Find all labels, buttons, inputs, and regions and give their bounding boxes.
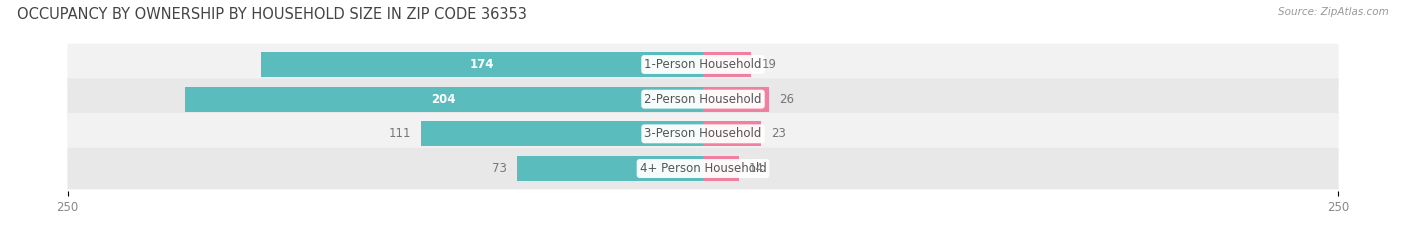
Bar [703, 156, 738, 181]
Text: 19: 19 [762, 58, 776, 71]
FancyBboxPatch shape [67, 44, 1339, 85]
Text: 204: 204 [432, 93, 456, 106]
Bar [420, 121, 703, 146]
Bar [517, 156, 703, 181]
Text: 1-Person Household: 1-Person Household [644, 58, 762, 71]
FancyBboxPatch shape [67, 113, 1339, 154]
FancyBboxPatch shape [67, 148, 1339, 189]
Text: 73: 73 [492, 162, 508, 175]
Bar [184, 87, 703, 112]
Text: OCCUPANCY BY OWNERSHIP BY HOUSEHOLD SIZE IN ZIP CODE 36353: OCCUPANCY BY OWNERSHIP BY HOUSEHOLD SIZE… [17, 7, 527, 22]
Text: 14: 14 [749, 162, 763, 175]
Bar [703, 121, 762, 146]
Text: 3-Person Household: 3-Person Household [644, 127, 762, 140]
Text: 4+ Person Household: 4+ Person Household [640, 162, 766, 175]
FancyBboxPatch shape [67, 79, 1339, 120]
Bar [703, 52, 751, 77]
Bar [703, 87, 769, 112]
Text: 23: 23 [772, 127, 786, 140]
Text: 2-Person Household: 2-Person Household [644, 93, 762, 106]
Bar [260, 52, 703, 77]
Text: Source: ZipAtlas.com: Source: ZipAtlas.com [1278, 7, 1389, 17]
Text: 174: 174 [470, 58, 494, 71]
Text: 26: 26 [779, 93, 794, 106]
Text: 111: 111 [388, 127, 411, 140]
